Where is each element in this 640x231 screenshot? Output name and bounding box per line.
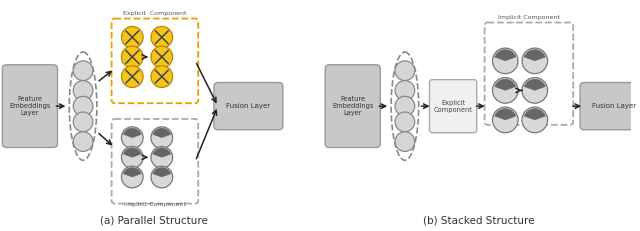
Text: Feature
Embeddings
Layer: Feature Embeddings Layer: [332, 96, 373, 116]
Wedge shape: [124, 148, 141, 157]
Circle shape: [522, 78, 548, 103]
Circle shape: [395, 61, 415, 81]
Circle shape: [151, 66, 173, 88]
Wedge shape: [524, 79, 545, 90]
Text: Feature
Embeddings
Layer: Feature Embeddings Layer: [9, 96, 51, 116]
Wedge shape: [495, 109, 516, 120]
Circle shape: [151, 26, 173, 48]
Circle shape: [122, 146, 143, 168]
Text: Fusion Layer: Fusion Layer: [227, 103, 271, 109]
Wedge shape: [524, 109, 545, 120]
Circle shape: [522, 107, 548, 133]
Text: Explicit
Component: Explicit Component: [434, 100, 472, 113]
Circle shape: [122, 26, 143, 48]
Circle shape: [492, 48, 518, 74]
Wedge shape: [153, 167, 171, 177]
Circle shape: [73, 132, 93, 152]
Circle shape: [395, 132, 415, 152]
Text: (a) Parallel Structure: (a) Parallel Structure: [100, 215, 208, 225]
Circle shape: [122, 127, 143, 149]
FancyBboxPatch shape: [580, 82, 640, 130]
Circle shape: [151, 166, 173, 188]
Circle shape: [151, 127, 173, 149]
FancyBboxPatch shape: [429, 79, 477, 133]
Circle shape: [73, 61, 93, 81]
Text: Explicit  Component: Explicit Component: [123, 11, 187, 16]
Circle shape: [122, 46, 143, 68]
Text: Fusion Layer: Fusion Layer: [593, 103, 637, 109]
Circle shape: [395, 81, 415, 100]
Circle shape: [151, 46, 173, 68]
Circle shape: [73, 96, 93, 116]
Wedge shape: [495, 50, 516, 61]
Circle shape: [73, 112, 93, 132]
Circle shape: [122, 166, 143, 188]
FancyBboxPatch shape: [214, 82, 283, 130]
Wedge shape: [124, 128, 141, 138]
Circle shape: [395, 112, 415, 132]
Text: Implicit Component: Implicit Component: [124, 201, 186, 207]
Wedge shape: [153, 128, 171, 138]
Wedge shape: [124, 167, 141, 177]
Circle shape: [151, 146, 173, 168]
Circle shape: [395, 96, 415, 116]
Circle shape: [73, 81, 93, 100]
Circle shape: [522, 48, 548, 74]
FancyBboxPatch shape: [325, 65, 380, 147]
Text: Implicit Component: Implicit Component: [498, 15, 560, 20]
Circle shape: [122, 66, 143, 88]
Wedge shape: [524, 50, 545, 61]
Circle shape: [492, 78, 518, 103]
FancyBboxPatch shape: [3, 65, 58, 147]
Text: (b) Stacked Structure: (b) Stacked Structure: [423, 215, 534, 225]
Wedge shape: [153, 148, 171, 157]
Wedge shape: [495, 79, 516, 90]
Circle shape: [492, 107, 518, 133]
